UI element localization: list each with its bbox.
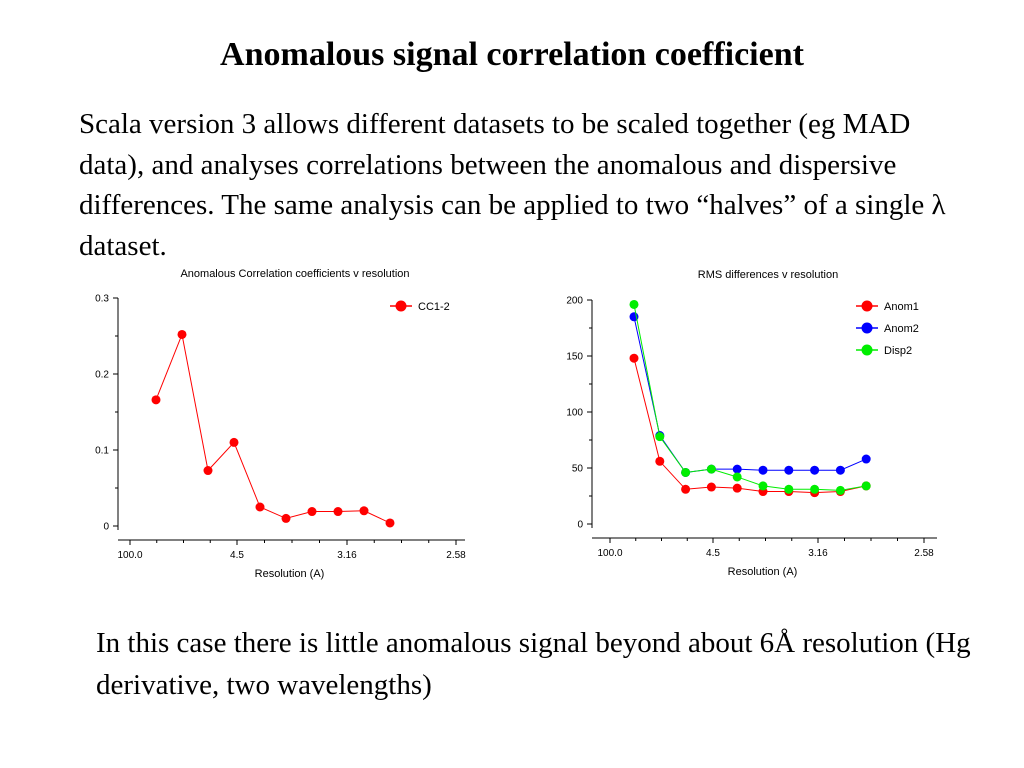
data-point: [629, 299, 639, 309]
data-point: [333, 507, 343, 517]
data-point: [810, 484, 820, 494]
conclusion-paragraph: In this case there is little anomalous s…: [96, 627, 971, 701]
data-point: [229, 437, 239, 447]
y-tick-label: 50: [572, 464, 584, 475]
data-point: [706, 464, 716, 474]
legend-swatch-marker: [861, 300, 873, 312]
series-line: [155, 332, 391, 524]
data-point: [861, 454, 871, 464]
x-tick-label: 3.16: [337, 550, 357, 561]
y-tick-label: 150: [566, 352, 583, 363]
data-point: [681, 467, 691, 477]
data-point: [255, 502, 265, 512]
x-tick-label: 3.16: [808, 548, 828, 559]
x-tick-label: 4.5: [706, 548, 720, 559]
legend-swatch-marker: [395, 300, 407, 312]
data-point: [681, 484, 691, 494]
data-point: [732, 464, 742, 474]
data-point: [810, 465, 820, 475]
data-point: [203, 466, 213, 476]
y-tick-label: 100: [566, 408, 583, 419]
legend-swatch-marker: [861, 344, 873, 356]
y-tick-label: 0: [577, 520, 583, 531]
data-point: [151, 395, 161, 405]
data-point: [784, 465, 794, 475]
data-point: [281, 513, 291, 523]
data-point: [359, 506, 369, 516]
data-point: [861, 481, 871, 491]
data-point: [706, 482, 716, 492]
legend-swatch-marker: [861, 322, 873, 334]
x-tick-label: 100.0: [597, 548, 622, 559]
y-tick-label: 0.2: [95, 370, 109, 381]
series-line: [633, 304, 867, 491]
x-tick-label: 2.58: [446, 550, 466, 561]
x-tick-label: 100.0: [117, 550, 142, 561]
y-tick-label: 0.3: [95, 294, 109, 305]
legend-label: Anom1: [884, 301, 919, 313]
data-point: [177, 329, 187, 339]
cc-chart: Anomalous Correlation coefficients v res…: [95, 268, 466, 580]
data-point: [732, 472, 742, 482]
data-point: [655, 432, 665, 442]
data-point: [784, 484, 794, 494]
data-point: [385, 518, 395, 528]
data-point: [835, 485, 845, 495]
x-axis-label: Resolution (A): [255, 568, 325, 580]
x-axis-label: Resolution (A): [728, 566, 798, 578]
legend-label: Anom2: [884, 323, 919, 335]
series-line: [633, 358, 867, 494]
chart-title: RMS differences v resolution: [698, 269, 838, 281]
legend-label: Disp2: [884, 345, 912, 357]
data-point: [629, 353, 639, 363]
slide-title: Anomalous signal correlation coefficient: [220, 36, 804, 73]
data-point: [835, 465, 845, 475]
legend-label: CC1-2: [418, 301, 450, 313]
y-tick-label: 0.1: [95, 446, 109, 457]
x-tick-label: 4.5: [230, 550, 244, 561]
intro-paragraph: Scala version 3 allows different dataset…: [79, 108, 946, 262]
rms-chart: RMS differences v resolution 0 50 100 150 200…: [566, 269, 937, 578]
y-tick-label: 200: [566, 296, 583, 307]
data-point: [758, 481, 768, 491]
data-point: [655, 456, 665, 466]
y-tick-label: 0: [103, 522, 109, 533]
x-tick-label: 2.58: [914, 548, 934, 559]
data-point: [307, 507, 317, 517]
data-point: [732, 483, 742, 493]
data-point: [758, 465, 768, 475]
chart-title: Anomalous Correlation coefficients v res…: [180, 268, 409, 280]
